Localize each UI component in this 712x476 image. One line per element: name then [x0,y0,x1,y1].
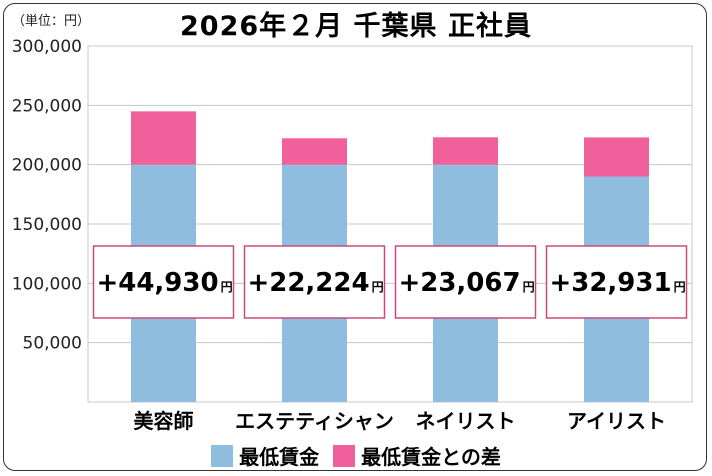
unit-label: （単位：円） [12,14,91,29]
legend-label-min-wage: 最低賃金 [239,445,320,469]
bar-diff [282,138,347,165]
difference-value: +23,067 [398,268,520,298]
difference-value: +44,930 [96,268,218,298]
legend-item-diff: 最低賃金との差 [333,441,501,470]
difference-value: +32,931 [549,268,671,298]
y-tick-label: 300,000 [12,37,82,57]
difference-unit: 円 [674,280,686,294]
legend-swatch-min-wage [211,444,234,467]
difference-badge [394,245,537,319]
x-tick-label: 美容師 [134,409,194,433]
legend: 最低賃金 最低賃金との差 [0,441,712,470]
y-tick-label: 200,000 [12,156,82,176]
difference-badge [92,245,235,319]
difference-value: +22,224 [247,268,369,298]
bar-diff [131,111,196,165]
y-tick-label: 150,000 [12,215,82,235]
difference-badge [545,245,688,319]
legend-label-diff: 最低賃金との差 [361,445,501,469]
legend-swatch-diff [333,444,356,467]
y-tick-label: 50,000 [23,334,82,354]
x-tick-label: アイリスト [567,409,666,433]
legend-item-min-wage: 最低賃金 [211,441,319,470]
x-tick-label: ネイリスト [416,409,516,433]
x-tick-label: エステティシャン [235,409,394,433]
difference-unit: 円 [523,280,535,294]
chart-title: 2026年２月 千葉県 正社員 [180,11,532,42]
chart-frame [3,3,707,471]
y-tick-label: 100,000 [12,274,82,294]
difference-badge [243,245,386,319]
bar-diff [584,137,649,177]
difference-unit: 円 [372,280,384,294]
bar-diff [433,137,498,165]
difference-unit: 円 [221,280,233,294]
y-tick-label: 250,000 [12,96,82,116]
